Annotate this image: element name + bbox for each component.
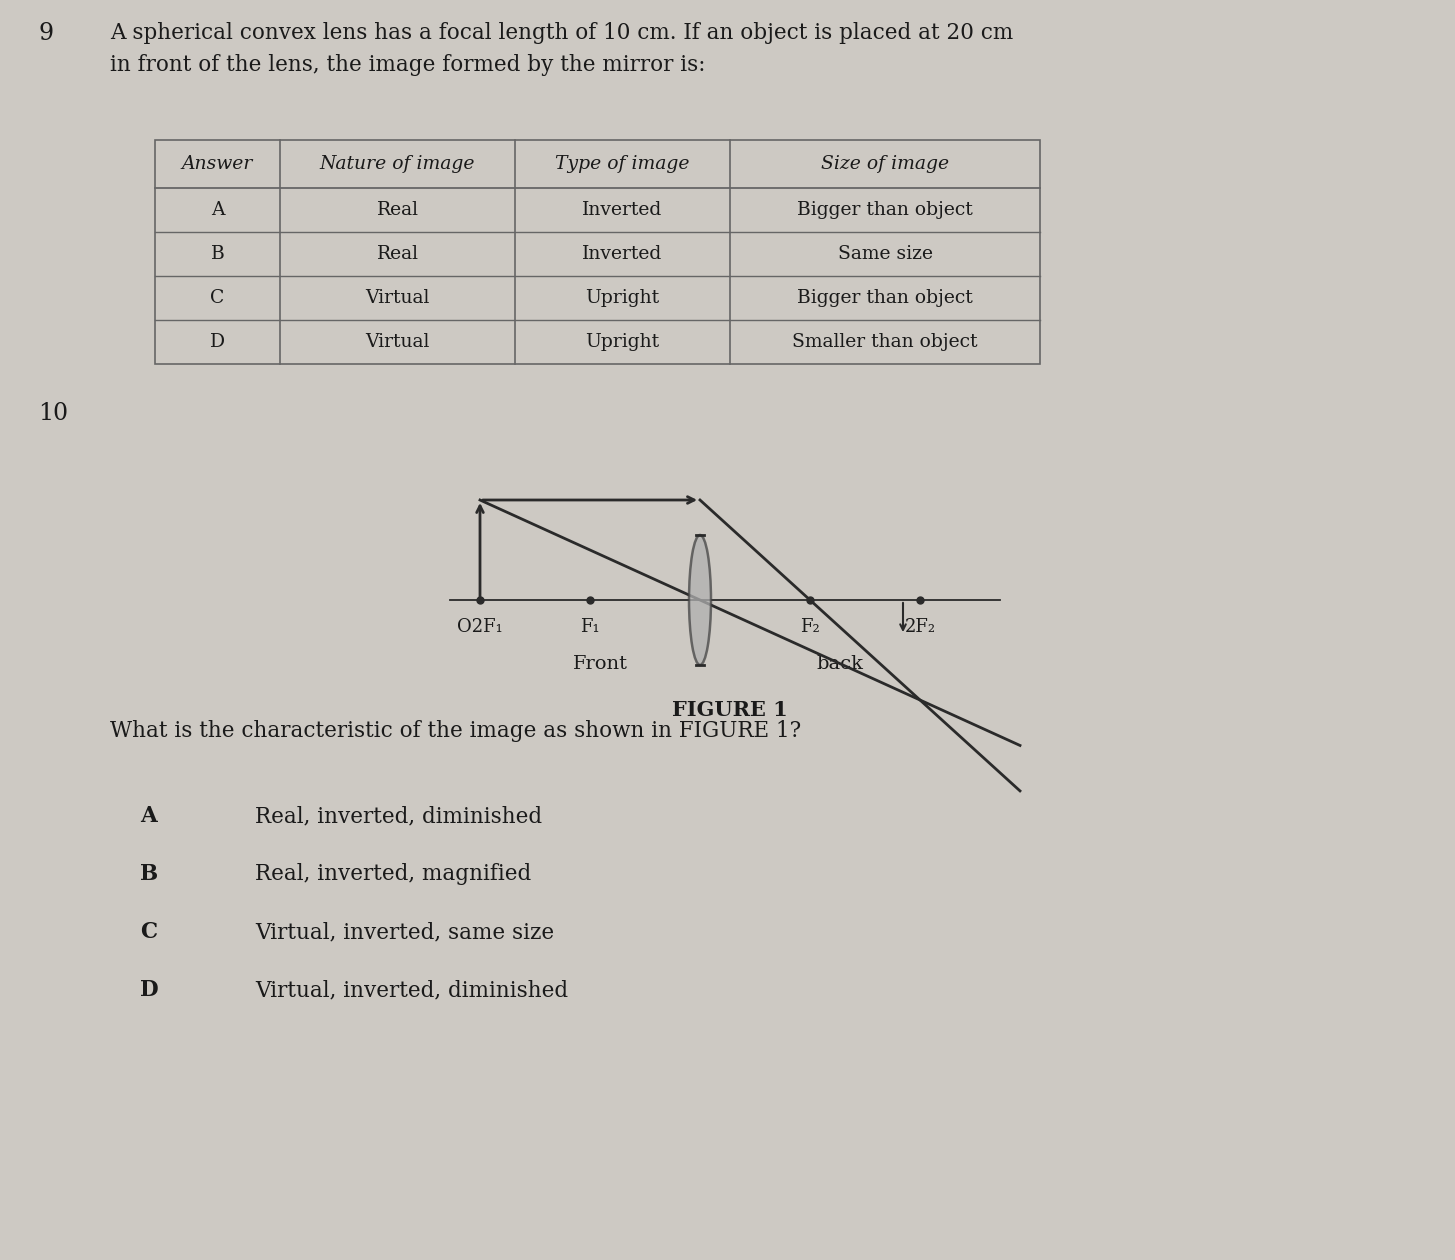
Text: A: A (211, 202, 224, 219)
Text: Bigger than object: Bigger than object (797, 202, 973, 219)
Text: 2F₂: 2F₂ (905, 617, 936, 636)
Text: Virtual, inverted, diminished: Virtual, inverted, diminished (255, 979, 567, 1000)
Text: Upright: Upright (585, 333, 659, 352)
Text: F₂: F₂ (800, 617, 819, 636)
Text: Answer: Answer (182, 155, 253, 173)
Text: D: D (210, 333, 226, 352)
Text: Same size: Same size (838, 244, 933, 263)
Text: Real, inverted, diminished: Real, inverted, diminished (255, 805, 543, 827)
Text: Upright: Upright (585, 289, 659, 307)
Text: back: back (816, 655, 863, 673)
Text: D: D (140, 979, 159, 1000)
Ellipse shape (690, 536, 711, 665)
Text: Type of image: Type of image (556, 155, 690, 173)
Text: Real, inverted, magnified: Real, inverted, magnified (255, 863, 531, 885)
Text: B: B (140, 863, 159, 885)
Text: Smaller than object: Smaller than object (793, 333, 978, 352)
Text: F₁: F₁ (581, 617, 599, 636)
Text: O2F₁: O2F₁ (457, 617, 503, 636)
Text: FIGURE 1: FIGURE 1 (672, 701, 787, 719)
Text: Virtual, inverted, same size: Virtual, inverted, same size (255, 921, 554, 942)
Text: 9: 9 (38, 21, 54, 45)
Text: Nature of image: Nature of image (320, 155, 476, 173)
Text: Virtual: Virtual (365, 289, 429, 307)
Text: 10: 10 (38, 402, 68, 425)
Text: Inverted: Inverted (582, 202, 662, 219)
Text: Virtual: Virtual (365, 333, 429, 352)
Text: Bigger than object: Bigger than object (797, 289, 973, 307)
Bar (156, 140, 1040, 364)
Text: Front: Front (572, 655, 627, 673)
Text: Inverted: Inverted (582, 244, 662, 263)
Text: Real: Real (377, 202, 419, 219)
Text: Size of image: Size of image (821, 155, 949, 173)
Text: C: C (211, 289, 224, 307)
Text: What is the characteristic of the image as shown in FIGURE 1?: What is the characteristic of the image … (111, 719, 802, 742)
Text: Real: Real (377, 244, 419, 263)
Text: C: C (140, 921, 157, 942)
Text: A: A (140, 805, 157, 827)
Text: A spherical convex lens has a focal length of 10 cm. If an object is placed at 2: A spherical convex lens has a focal leng… (111, 21, 1013, 76)
Text: B: B (211, 244, 224, 263)
